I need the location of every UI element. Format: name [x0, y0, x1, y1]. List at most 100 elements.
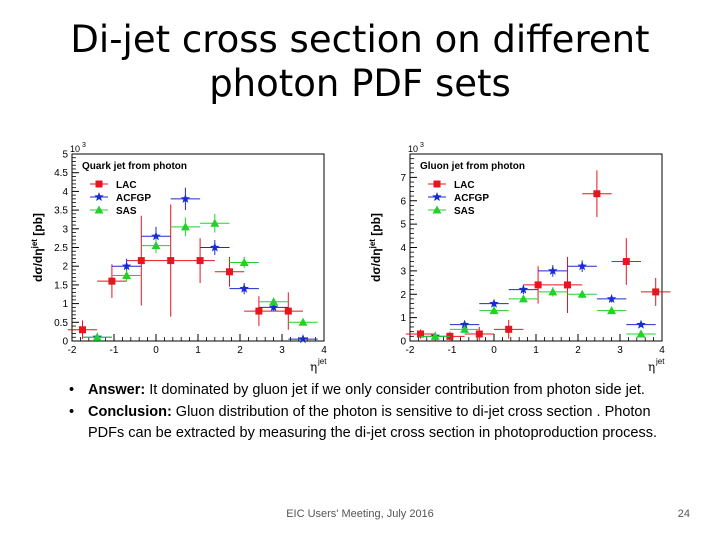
quark-point-lac: [196, 257, 204, 265]
quark-point-sas: [180, 222, 190, 231]
bullet-marker: •: [69, 404, 75, 420]
quark-xtick-label: 2: [237, 345, 243, 356]
bullet-label: Answer:: [88, 382, 146, 398]
quark-xtick-label: 0: [153, 345, 159, 356]
quark-ytick-label: 0: [62, 337, 68, 348]
gluon-ylabel: dσ/dηjet [pb]: [368, 213, 383, 282]
gluon-xtick-label: 3: [617, 345, 623, 356]
gluon-point-sas: [607, 306, 617, 315]
bullet-answer: • Answer: It dominated by gluon jet if w…: [64, 380, 664, 401]
quark-ytick-label: 0.5: [54, 318, 68, 329]
bullet-label: Conclusion:: [88, 404, 172, 420]
gluon-point-sas: [460, 324, 470, 333]
gluon-xlabel: η: [648, 360, 655, 374]
bullet-text: It dominated by gluon jet if we only con…: [145, 382, 645, 398]
quark-point-acfgp: [268, 302, 279, 312]
bullet-conclusion: • Conclusion: Gluon distribution of the …: [64, 402, 664, 444]
footer-text: EIC Users' Meeting, July 2016: [286, 508, 434, 520]
quark-ytick-label: 2.5: [54, 243, 68, 254]
quark-legend-label: ACFGP: [116, 193, 151, 204]
quark-series-lac: [67, 204, 303, 340]
gluon-point-lac: [534, 281, 542, 289]
quark-point-lac: [79, 326, 86, 334]
gluon-point-acfgp: [459, 319, 470, 329]
gluon-xtick-label: 4: [659, 345, 665, 356]
quark-point-sas: [239, 257, 249, 266]
quark-multiplier-exp: 3: [82, 142, 86, 149]
quark-ytick-label: 2: [62, 262, 68, 273]
gluon-ytick-label: 3: [400, 266, 406, 277]
gluon-ytick-label: 0: [400, 337, 406, 348]
quark-xtick-label: -2: [68, 345, 77, 356]
gluon-legend-label: ACFGP: [454, 193, 489, 204]
gluon-legend-label: SAS: [454, 206, 475, 217]
quark-series-sas: [82, 213, 318, 341]
gluon-xlabel-sup: jet: [655, 357, 665, 366]
gluon-point-sas: [430, 331, 440, 340]
gluon-point-acfgp: [636, 319, 646, 329]
gluon-ytick-label: 4: [400, 243, 406, 254]
gluon-plot-frame: [409, 153, 663, 342]
gluon-point-acfgp: [518, 284, 529, 294]
quark-legend: Quark jet from photon LAC ACFGP SAS: [82, 161, 187, 217]
quark-xlabel-sup: jet: [317, 357, 327, 366]
quark-point-sas: [269, 297, 279, 306]
gluon-xtick-label: -1: [448, 345, 457, 356]
gluon-legend-marker: [433, 180, 441, 188]
gluon-xtick-label: 0: [491, 345, 497, 356]
gluon-legend-title: Gluon jet from photon: [420, 161, 525, 172]
gluon-point-lac: [505, 325, 513, 333]
quark-plot-frame: [71, 153, 325, 342]
slide-title-line-2: photon PDF sets: [209, 62, 511, 105]
quark-ytick-label: 1: [62, 299, 68, 310]
gluon-point-acfgp: [577, 261, 587, 271]
gluon-ytick-label: 6: [400, 196, 406, 207]
slide-title: Di-jet cross section on different photon…: [40, 18, 680, 106]
gluon-point-sas: [577, 289, 587, 298]
quark-point-lac: [167, 257, 175, 265]
gluon-ytick-label: 7: [400, 173, 406, 184]
gluon-point-sas: [636, 329, 646, 338]
quark-legend-label: SAS: [116, 206, 137, 217]
quark-point-lac: [284, 307, 292, 315]
quark-point-acfgp: [180, 193, 191, 203]
gluon-legend-label: LAC: [454, 180, 475, 191]
page-number: 24: [677, 508, 690, 520]
gluon-point-sas: [548, 287, 558, 296]
quark-point-lac: [226, 268, 233, 276]
quark-legend-label: LAC: [116, 180, 137, 191]
gluon-point-lac: [652, 288, 660, 296]
gluon-ytick-label: 2: [400, 290, 406, 301]
quark-xtick-label: 1: [195, 345, 201, 356]
gluon-point-lac: [475, 330, 483, 338]
quark-xtick-label: 3: [279, 345, 285, 356]
quark-point-acfgp: [210, 242, 220, 252]
quark-point-acfgp: [298, 334, 308, 344]
quark-xlabel: η: [310, 360, 317, 374]
quark-point-sas: [298, 317, 308, 326]
quark-point-sas: [210, 218, 220, 227]
quark-ytick-label: 1.5: [54, 280, 68, 291]
gluon-series-sas: [420, 287, 656, 340]
quark-ytick-label: 3.5: [54, 206, 68, 217]
quark-point-lac: [255, 307, 263, 315]
gluon-point-sas: [489, 306, 499, 315]
quark-ytick-label: 4.5: [54, 168, 68, 179]
quark-multiplier: 10: [70, 144, 80, 154]
gluon-point-lac: [622, 258, 630, 266]
gluon-ytick-label: 1: [400, 313, 406, 324]
gluon-point-sas: [518, 294, 528, 303]
slide-title-line-1: Di-jet cross section on different: [70, 18, 650, 61]
gluon-point-acfgp: [489, 298, 499, 308]
quark-ytick-label: 3: [62, 224, 68, 235]
gluon-multiplier-exp: 3: [420, 142, 424, 149]
quark-xtick-label: 4: [321, 345, 327, 356]
gluon-xtick-label: -2: [406, 345, 415, 356]
gluon-point-lac: [564, 281, 571, 289]
quark-point-sas: [92, 332, 102, 341]
gluon-point-lac: [417, 330, 424, 338]
quark-jet-chart: 00.511.522.533.544.55-2 -1 0 1 2 3 410 3dσ/dηje…: [30, 142, 327, 374]
quark-point-sas: [151, 241, 161, 250]
gluon-point-acfgp: [548, 265, 558, 275]
